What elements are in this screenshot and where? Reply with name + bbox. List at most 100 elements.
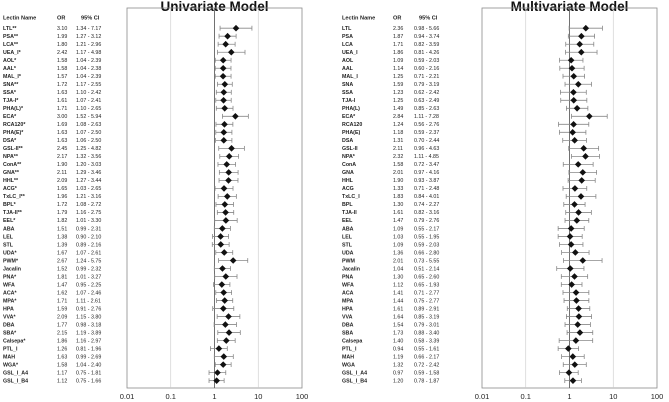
ci-value: 1.27 - 3.44 xyxy=(76,178,101,184)
lectin-name: PHA(L)* xyxy=(3,106,24,112)
odds-ratio-marker xyxy=(220,185,228,192)
ci-value: 0.81 - 1.96 xyxy=(76,346,101,352)
ci-value: 0.99 - 2.32 xyxy=(76,266,101,272)
odds-ratio-value: 1.31 xyxy=(393,138,403,144)
lectin-name: SBA* xyxy=(3,330,17,336)
table-row: NPA** 2.17 1.32 - 3.56 xyxy=(3,153,240,160)
lectin-name: GSL_I_B4 xyxy=(3,378,28,384)
table-row: ConA** 1.90 1.20 - 3.03 xyxy=(3,161,236,168)
lectin-name: EEL xyxy=(342,218,353,224)
column-header-ci: 95% CI xyxy=(81,16,100,22)
lectin-name: GSL_I_A4 xyxy=(342,370,367,376)
table-row: PNA* 1.81 1.01 - 3.27 xyxy=(3,273,238,280)
ci-value: 0.89 - 2.91 xyxy=(414,306,439,312)
odds-ratio-marker xyxy=(220,305,227,312)
lectin-name: GSL-II xyxy=(342,146,358,152)
odds-ratio-marker xyxy=(577,48,585,56)
ci-value: 1.29 - 3.46 xyxy=(76,170,101,176)
lectin-name: ACA xyxy=(342,290,354,296)
x-tick-label: 0.01 xyxy=(475,392,490,401)
lectin-name: PTL_I xyxy=(3,346,18,352)
lectin-name: HPA xyxy=(3,306,14,312)
lectin-name: ACA* xyxy=(3,290,17,296)
lectin-name: DSA* xyxy=(3,138,17,144)
lectin-name: AAL* xyxy=(3,66,17,72)
ci-value: 0.65 - 2.60 xyxy=(414,274,439,280)
table-row: LEL 1.03 0.55 - 1.95 xyxy=(342,233,583,240)
table-row: SBA 1.73 0.88 - 3.40 xyxy=(342,329,594,336)
odds-ratio-marker xyxy=(572,337,580,344)
ci-value: 0.79 - 3.19 xyxy=(414,82,439,88)
lectin-name: HHL** xyxy=(3,178,19,184)
odds-ratio-value: 1.82 xyxy=(57,218,67,224)
ci-value: 1.20 - 3.03 xyxy=(76,162,101,168)
odds-ratio-value: 1.59 xyxy=(57,306,67,312)
odds-ratio-value: 1.65 xyxy=(57,186,67,192)
table-row: Jacalin 1.52 0.99 - 2.32 xyxy=(3,265,231,272)
table-row: TxLC_I 1.83 0.84 - 4.01 xyxy=(342,193,597,200)
odds-ratio-value: 1.63 xyxy=(57,130,67,136)
table-row: ABA 1.51 0.99 - 2.31 xyxy=(3,225,231,232)
lectin-name: STL xyxy=(342,242,353,248)
ci-value: 0.56 - 2.76 xyxy=(414,122,439,128)
odds-ratio-value: 1.96 xyxy=(57,194,67,200)
odds-ratio-value: 1.63 xyxy=(57,138,67,144)
odds-ratio-value: 3.00 xyxy=(57,114,67,120)
table-row: MAL_I 1.25 0.71 - 2.21 xyxy=(342,72,585,80)
odds-ratio-marker xyxy=(569,353,577,360)
odds-ratio-marker xyxy=(570,72,578,80)
lectin-name: WGA xyxy=(342,362,355,368)
table-row: MAH 1.19 0.66 - 2.17 xyxy=(342,353,585,360)
ci-value: 0.79 - 3.01 xyxy=(414,322,439,328)
odds-ratio-marker xyxy=(223,193,231,200)
table-row: PTL_I 1.26 0.81 - 1.96 xyxy=(3,345,228,352)
table-row: MPA 1.44 0.75 - 2.77 xyxy=(342,297,590,304)
odds-ratio-value: 1.83 xyxy=(393,194,403,200)
odds-ratio-marker xyxy=(217,241,225,248)
table-row: TJA-II** 1.79 1.16 - 2.75 xyxy=(3,209,235,216)
ci-value: 0.73 - 5.55 xyxy=(414,258,439,264)
lectin-name: NPA** xyxy=(3,154,19,160)
lectin-name: ECA* xyxy=(342,114,356,120)
odds-ratio-value: 1.09 xyxy=(393,58,403,64)
ci-value: 0.85 - 2.63 xyxy=(414,106,439,112)
table-row: GSL_I_A4 1.17 0.75 - 1.81 xyxy=(3,369,227,376)
ci-value: 0.97 - 4.16 xyxy=(414,170,439,176)
lectin-name: PHA(E) xyxy=(342,130,360,136)
lectin-name: GNA xyxy=(342,170,354,176)
odds-ratio-value: 1.03 xyxy=(393,234,403,240)
lectin-name: HHL xyxy=(342,178,354,184)
odds-ratio-marker xyxy=(586,113,593,120)
odds-ratio-marker xyxy=(222,321,229,328)
odds-ratio-value: 1.61 xyxy=(57,98,67,104)
odds-ratio-marker xyxy=(573,217,581,224)
odds-ratio-value: 1.71 xyxy=(57,298,67,304)
odds-ratio-marker xyxy=(219,361,227,368)
ci-value: 0.81 - 4.26 xyxy=(414,50,439,56)
odds-ratio-value: 1.69 xyxy=(57,122,67,128)
table-row: GNA 2.01 0.97 - 4.16 xyxy=(342,169,597,176)
odds-ratio-marker xyxy=(570,88,577,96)
odds-ratio-marker xyxy=(221,105,228,112)
odds-ratio-value: 1.62 xyxy=(57,290,67,296)
lectin-name: AOL* xyxy=(3,58,17,64)
odds-ratio-value: 1.19 xyxy=(393,354,403,360)
odds-ratio-value: 1.36 xyxy=(393,250,403,256)
table-row: PHA(E)* 1.63 1.07 - 2.50 xyxy=(3,129,233,136)
lectin-name: MAL_I xyxy=(342,74,358,80)
ci-value: 0.55 - 1.95 xyxy=(414,234,439,240)
lectin-name: LCA xyxy=(342,42,353,48)
table-row: UEA_I* 2.42 1.17 - 4.98 xyxy=(3,48,246,56)
lectin-name: UEA_I xyxy=(342,50,358,56)
odds-ratio-marker xyxy=(222,273,230,280)
ci-value: 1.07 - 2.50 xyxy=(76,130,101,136)
odds-ratio-value: 1.51 xyxy=(57,226,67,232)
odds-ratio-value: 1.61 xyxy=(393,306,403,312)
table-row: PTL_I 0.94 0.55 - 1.61 xyxy=(342,345,579,352)
ci-value: 0.82 - 3.16 xyxy=(414,210,439,216)
table-row: STL 1.39 0.89 - 2.16 xyxy=(3,241,230,248)
table-row: AOL 1.09 0.59 - 2.03 xyxy=(342,56,584,64)
table-row: MPA* 1.71 1.11 - 2.61 xyxy=(3,297,234,304)
odds-ratio-value: 1.64 xyxy=(393,314,403,320)
odds-ratio-value: 1.41 xyxy=(393,290,403,296)
